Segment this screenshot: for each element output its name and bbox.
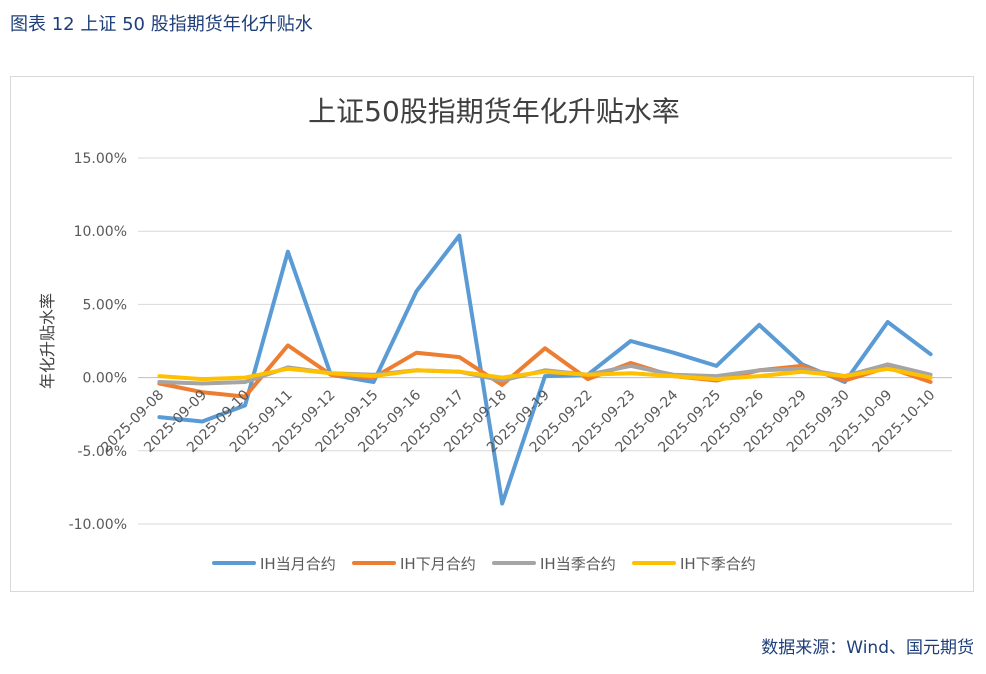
data-point xyxy=(457,234,461,238)
data-point xyxy=(157,374,161,378)
data-point xyxy=(886,362,890,366)
data-point xyxy=(929,380,933,384)
chart-title: 上证50股指期货年化升贴水率 xyxy=(308,95,680,128)
y-tick-label: 0.00% xyxy=(83,371,127,387)
data-point xyxy=(500,379,504,383)
data-point xyxy=(586,377,590,381)
data-point xyxy=(629,361,633,365)
data-point xyxy=(886,320,890,324)
data-point xyxy=(243,376,247,380)
data-point xyxy=(500,502,504,506)
legend-item: IH下月合约 xyxy=(352,555,476,573)
data-point xyxy=(286,343,290,347)
y-tick-label: -5.00% xyxy=(77,444,127,460)
data-point xyxy=(929,376,933,380)
y-axis-ticks: -10.00% -5.00% 0.00% 5.00% 10.00% 15.00% xyxy=(69,151,127,533)
data-point xyxy=(757,368,761,372)
chart-frame xyxy=(10,76,974,592)
data-point xyxy=(157,415,161,419)
data-point xyxy=(500,376,504,380)
data-point xyxy=(672,374,676,378)
y-axis-label: 年化升贴水率 xyxy=(38,293,57,389)
y-tick-label: 10.00% xyxy=(74,224,127,240)
data-point xyxy=(629,339,633,343)
y-tick-label: 5.00% xyxy=(83,297,127,313)
legend-label: IH当季合约 xyxy=(540,555,616,573)
data-point xyxy=(672,351,676,355)
legend: IH当月合约 IH下月合约 IH当季合约 IH下季合约 xyxy=(212,555,756,573)
data-point xyxy=(757,323,761,327)
y-tick-label: -10.00% xyxy=(69,517,127,533)
source-note: 数据来源：Wind、国元期货 xyxy=(761,638,974,658)
legend-label: IH当月合约 xyxy=(260,555,336,573)
data-point xyxy=(414,289,418,293)
data-point xyxy=(714,377,718,381)
data-point xyxy=(714,364,718,368)
data-point xyxy=(629,371,633,375)
data-point xyxy=(414,368,418,372)
data-point xyxy=(243,403,247,407)
data-point xyxy=(286,250,290,254)
data-point xyxy=(243,395,247,399)
figure-caption: 图表 12 上证 50 股指期货年化升贴水 xyxy=(10,14,313,35)
data-point xyxy=(800,364,804,368)
data-point xyxy=(200,381,204,385)
data-point xyxy=(457,355,461,359)
series-lines xyxy=(157,233,933,506)
data-point xyxy=(286,367,290,371)
data-point xyxy=(457,370,461,374)
data-point xyxy=(757,374,761,378)
data-point xyxy=(586,373,590,377)
legend-item: IH当月合约 xyxy=(212,555,336,573)
data-point xyxy=(372,380,376,384)
data-point xyxy=(329,371,333,375)
data-point xyxy=(629,364,633,368)
data-point xyxy=(157,380,161,384)
legend-label: IH下季合约 xyxy=(680,555,756,573)
gridlines xyxy=(138,157,952,525)
data-point xyxy=(800,370,804,374)
data-point xyxy=(543,346,547,350)
data-point xyxy=(843,379,847,383)
data-point xyxy=(714,374,718,378)
data-point xyxy=(372,374,376,378)
x-axis-ticks: 2025-09-082025-09-092025-09-102025-09-11… xyxy=(98,387,938,456)
legend-label: IH下月合约 xyxy=(400,555,476,573)
data-point xyxy=(200,420,204,424)
data-point xyxy=(243,380,247,384)
data-point xyxy=(843,374,847,378)
data-point xyxy=(543,374,547,378)
data-point xyxy=(414,351,418,355)
data-point xyxy=(543,370,547,374)
legend-item: IH当季合约 xyxy=(492,555,616,573)
legend-item: IH下季合约 xyxy=(632,555,756,573)
data-point xyxy=(500,383,504,387)
y-tick-label: 15.00% xyxy=(74,151,127,167)
data-point xyxy=(886,367,890,371)
data-point xyxy=(800,367,804,371)
data-point xyxy=(929,352,933,356)
data-point xyxy=(200,390,204,394)
data-point xyxy=(200,377,204,381)
